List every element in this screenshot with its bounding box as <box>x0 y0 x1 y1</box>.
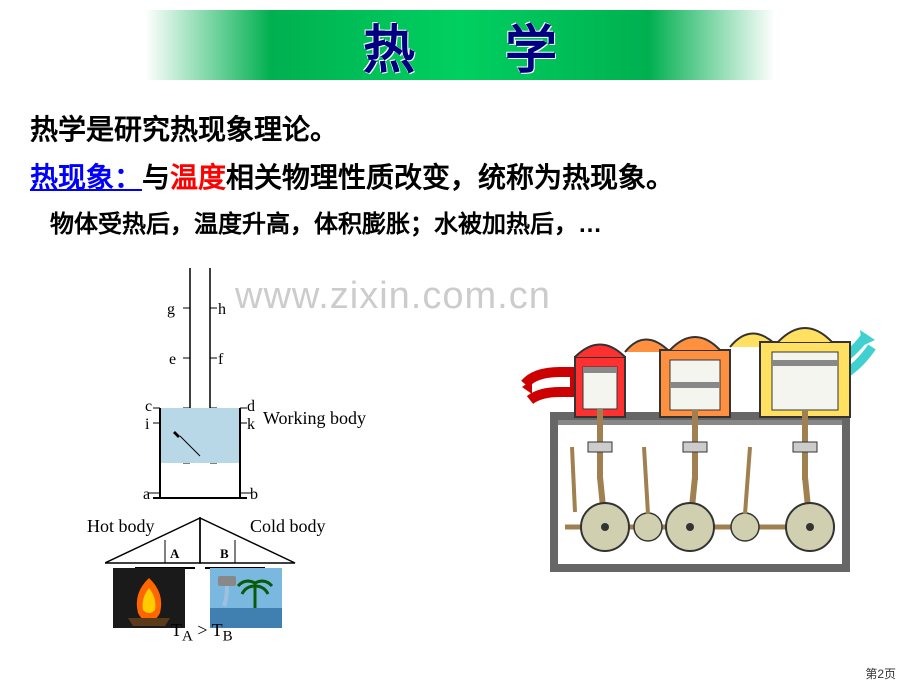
tick-k: k <box>247 416 255 434</box>
temp-inequality: TA > TB <box>171 620 233 646</box>
hot-body-label: Hot body <box>87 516 155 537</box>
palm-icon <box>210 568 282 628</box>
letter-A: A <box>170 546 179 562</box>
intro-text: 热学是研究热现象理论。 <box>30 108 338 148</box>
tick-d: d <box>247 398 255 416</box>
fire-icon <box>113 568 185 628</box>
tick-e: e <box>169 351 176 369</box>
def-highlight: 温度 <box>170 162 226 193</box>
tick-h: h <box>218 301 226 319</box>
watermark: www.zixin.com.cn <box>235 275 551 318</box>
tick-g: g <box>167 301 175 319</box>
tick-i: i <box>145 416 149 434</box>
def-suffix: 相关物理性质改变，统称为热现象。 <box>226 162 674 193</box>
tick-a: a <box>143 486 150 504</box>
title-char-2: 学 <box>505 8 557 83</box>
engine-svg <box>520 312 880 582</box>
definition-line: 热现象：与温度相关物理性质改变，统称为热现象。 <box>30 156 674 196</box>
heat-engine-diagram: g h e f c d i k a b Working body Hot bod… <box>105 268 435 638</box>
title-banner: 热 学 <box>145 10 775 80</box>
page-number: 第2页 <box>865 665 896 682</box>
cold-body-label: Cold body <box>250 516 326 537</box>
tick-f: f <box>218 351 223 369</box>
title-char-1: 热 <box>363 8 415 83</box>
term-label: 热现象： <box>30 162 142 193</box>
example-text: 物体受热后，温度升高，体积膨胀；水被加热后，… <box>50 204 602 239</box>
tick-c: c <box>145 398 152 416</box>
working-body-label: Working body <box>263 408 366 429</box>
letter-B: B <box>220 546 229 562</box>
tick-b: b <box>250 486 258 504</box>
engine-diagram <box>520 312 880 582</box>
def-prefix: 与 <box>142 162 170 193</box>
